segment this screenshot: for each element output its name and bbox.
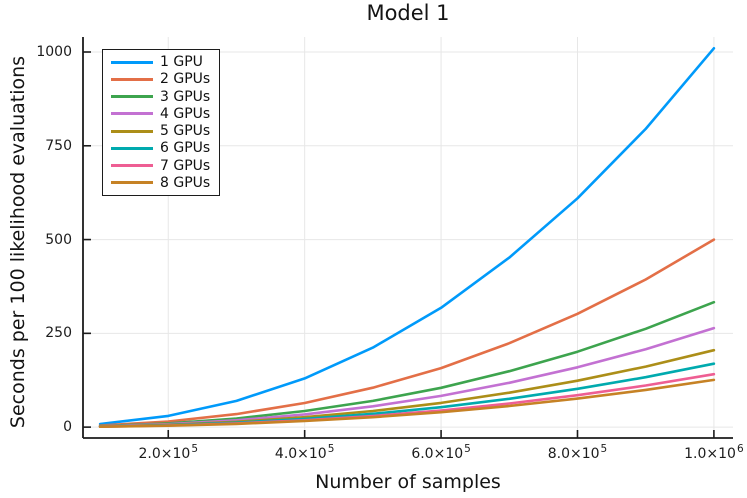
legend-line-swatch [111, 164, 153, 168]
legend-item: 7 GPUs [103, 158, 219, 174]
legend-item: 4 GPUs [103, 106, 219, 122]
legend-item-label: 6 GPUs [160, 140, 211, 157]
x-tick-exponent: 6 [736, 443, 744, 455]
x-tick-base: 6.0×10 [411, 446, 464, 462]
x-axis-label: Number of samples [315, 471, 501, 493]
legend-line-swatch [111, 95, 153, 99]
legend-line-swatch [111, 181, 153, 185]
legend-item: 8 GPUs [103, 175, 219, 191]
chart-title: Model 1 [366, 1, 450, 25]
legend-item-label: 3 GPUs [160, 88, 211, 105]
series-line-2-gpus [98, 238, 716, 427]
legend-item: 6 GPUs [103, 140, 219, 156]
x-tick-exponent: 5 [327, 443, 335, 455]
legend-line-swatch [111, 146, 153, 150]
x-tick-base: 2.0×10 [138, 446, 191, 462]
x-tick-base: 1.0×10 [684, 446, 736, 462]
x-tick-label: 4.0×105 [260, 443, 350, 462]
y-tick-label: 0 [63, 419, 72, 436]
x-tick-base: 8.0×10 [547, 446, 600, 462]
legend: 1 GPU 2 GPUs 3 GPUs 4 GPUs 5 GPUs 6 GPUs… [102, 49, 220, 196]
legend-item-label: 1 GPU [160, 54, 203, 71]
y-tick-label: 750 [45, 137, 72, 154]
y-tick-label: 1000 [36, 44, 72, 60]
x-tick-exponent: 5 [191, 443, 198, 455]
x-tick-base: 4.0×10 [274, 446, 327, 462]
series-line-8-gpus [98, 378, 716, 429]
x-tick-exponent: 5 [600, 443, 608, 455]
x-tick-label: 6.0×105 [396, 443, 486, 462]
x-tick-label: 2.0×105 [123, 443, 213, 462]
legend-line-swatch [111, 60, 153, 64]
legend-item-label: 7 GPUs [160, 157, 211, 174]
series-line-1-gpu [98, 46, 716, 426]
y-tick-label: 250 [45, 325, 72, 342]
legend-line-swatch [111, 112, 153, 116]
legend-line-swatch [111, 129, 153, 133]
legend-item-label: 5 GPUs [160, 123, 211, 140]
legend-item: 1 GPU [103, 54, 219, 70]
legend-item-label: 8 GPUs [160, 174, 211, 191]
legend-item-label: 2 GPUs [160, 71, 211, 88]
y-tick-label: 500 [45, 231, 72, 248]
legend-item: 5 GPUs [103, 123, 219, 139]
x-tick-label: 8.0×105 [532, 443, 622, 462]
x-tick-exponent: 5 [464, 443, 471, 455]
legend-item: 3 GPUs [103, 89, 219, 105]
legend-item-label: 4 GPUs [160, 105, 211, 122]
x-tick-label: 1.0×106 [669, 443, 747, 462]
legend-line-swatch [111, 77, 153, 81]
legend-item: 2 GPUs [103, 71, 219, 87]
